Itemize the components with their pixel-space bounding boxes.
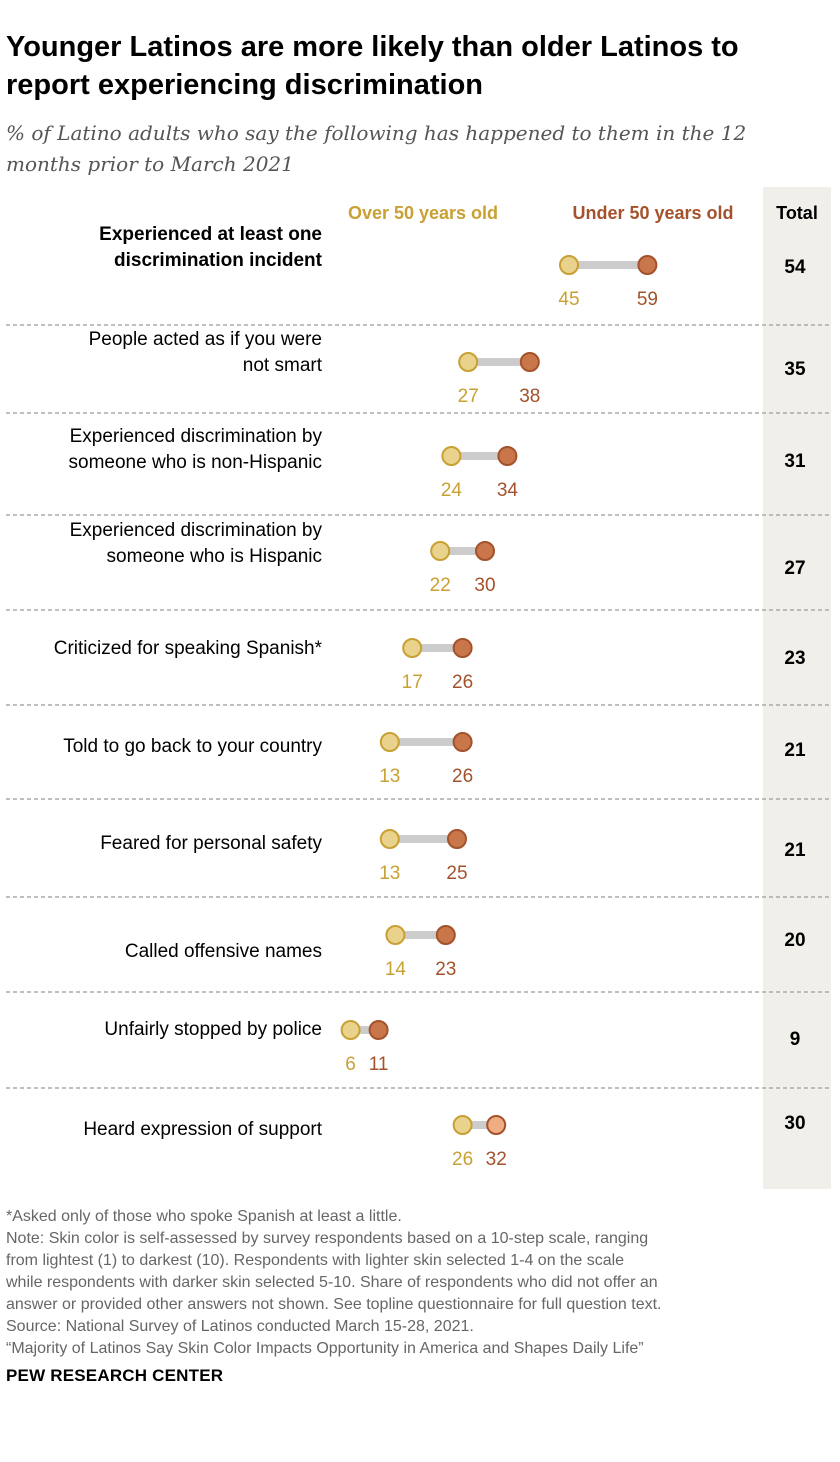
dot-under-50: [486, 1115, 507, 1135]
dot-under-50: [497, 446, 518, 466]
note-line-4: answer or provided other answers not sho…: [6, 1296, 662, 1313]
value-label-over-50: 14: [385, 959, 407, 980]
row-label: Feared for personal safety: [100, 833, 322, 854]
value-label-under-50: 11: [369, 1054, 389, 1075]
dot-over-50: [340, 1020, 361, 1040]
dot-over-50: [379, 732, 400, 752]
dot-under-50: [637, 255, 658, 275]
row-label: Experienced discrimination by: [70, 426, 323, 447]
dot-under-50: [519, 352, 540, 372]
dot-over-50: [452, 1115, 473, 1135]
pew-research-center-logo-text: PEW RESEARCH CENTER: [6, 1366, 224, 1385]
value-label-over-50: 22: [430, 575, 451, 596]
row-label: Experienced at least one: [99, 224, 322, 245]
legend-under-50: Under 50 years old: [572, 203, 733, 223]
total-value: 9: [790, 1029, 801, 1050]
value-label-over-50: 13: [379, 766, 400, 787]
footnote-asterisk: *Asked only of those who spoke Spanish a…: [6, 1208, 402, 1225]
dot-over-50: [441, 446, 462, 466]
total-column-background: [763, 187, 831, 1189]
total-value: 20: [784, 930, 805, 951]
title-line-2: report experiencing discrimination: [6, 69, 483, 101]
dot-under-50: [452, 638, 473, 658]
note-line-3: while respondents with darker skin selec…: [6, 1274, 658, 1291]
dot-under-50: [452, 732, 473, 752]
dot-under-50: [447, 829, 467, 849]
title-line-1: Younger Latinos are more likely than old…: [6, 31, 739, 63]
chart-title: Younger Latinos are more likely than old…: [6, 28, 826, 104]
total-value: 21: [784, 840, 806, 861]
dumbbell-chart: Over 50 years old Under 50 years old Total…: [6, 187, 831, 1189]
value-label-over-50: 6: [345, 1054, 356, 1075]
row-label: Heard expression of support: [83, 1119, 322, 1140]
total-value: 31: [784, 451, 806, 472]
total-value: 54: [784, 257, 806, 278]
footnotes: *Asked only of those who spoke Spanish a…: [6, 1206, 836, 1360]
total-value: 30: [784, 1113, 805, 1134]
value-label-over-50: 17: [402, 672, 423, 693]
total-value: 23: [784, 648, 805, 669]
total-value: 35: [784, 359, 806, 380]
row-label: someone who is Hispanic: [107, 546, 322, 567]
report-title-line: “Majority of Latinos Say Skin Color Impa…: [6, 1340, 644, 1357]
row-label: not smart: [243, 355, 323, 376]
row-label: Told to go back to your country: [63, 736, 322, 757]
dot-over-50: [402, 638, 423, 658]
value-label-under-50: 25: [446, 863, 467, 884]
subtitle-line-1: % of Latino adults who say the following…: [6, 121, 747, 145]
value-label-over-50: 26: [452, 1149, 473, 1170]
dot-under-50: [435, 925, 456, 945]
note-line-1: Note: Skin color is self-assessed by sur…: [6, 1230, 649, 1247]
row-label: Unfairly stopped by police: [104, 1019, 322, 1040]
row-label: discrimination incident: [114, 250, 323, 271]
row-label: someone who is non-Hispanic: [69, 452, 322, 473]
value-label-under-50: 34: [497, 480, 519, 501]
row-label: Criticized for speaking Spanish*: [54, 638, 323, 659]
total-column-header: Total: [776, 203, 818, 223]
dot-over-50: [458, 352, 479, 372]
value-label-over-50: 45: [558, 289, 579, 310]
subtitle-line-2: months prior to March 2021: [6, 152, 294, 176]
row-label: Called offensive names: [125, 941, 322, 962]
dot-over-50: [559, 255, 579, 275]
legend-over-50: Over 50 years old: [348, 203, 498, 223]
value-label-under-50: 23: [435, 959, 456, 980]
row-label: Experienced discrimination by: [70, 520, 323, 541]
total-value: 21: [784, 740, 806, 761]
total-value: 27: [784, 558, 805, 579]
dot-under-50: [368, 1020, 389, 1040]
value-label-under-50: 38: [519, 386, 540, 407]
chart-subtitle: % of Latino adults who say the following…: [6, 118, 806, 180]
value-label-under-50: 26: [452, 766, 473, 787]
value-label-over-50: 24: [441, 480, 463, 501]
dot-under-50: [475, 541, 495, 561]
value-label-over-50: 27: [458, 386, 479, 407]
value-label-under-50: 59: [637, 289, 658, 310]
value-label-under-50: 26: [452, 672, 473, 693]
dot-over-50: [379, 829, 400, 849]
value-label-under-50: 32: [486, 1149, 507, 1170]
dot-over-50: [385, 925, 406, 945]
value-label-under-50: 30: [474, 575, 495, 596]
row-label: People acted as if you were: [89, 329, 322, 350]
note-line-2: from lightest (1) to darkest (10). Respo…: [6, 1252, 625, 1269]
dot-over-50: [430, 541, 451, 561]
source-line: Source: National Survey of Latinos condu…: [6, 1318, 474, 1335]
value-label-over-50: 13: [379, 863, 400, 884]
